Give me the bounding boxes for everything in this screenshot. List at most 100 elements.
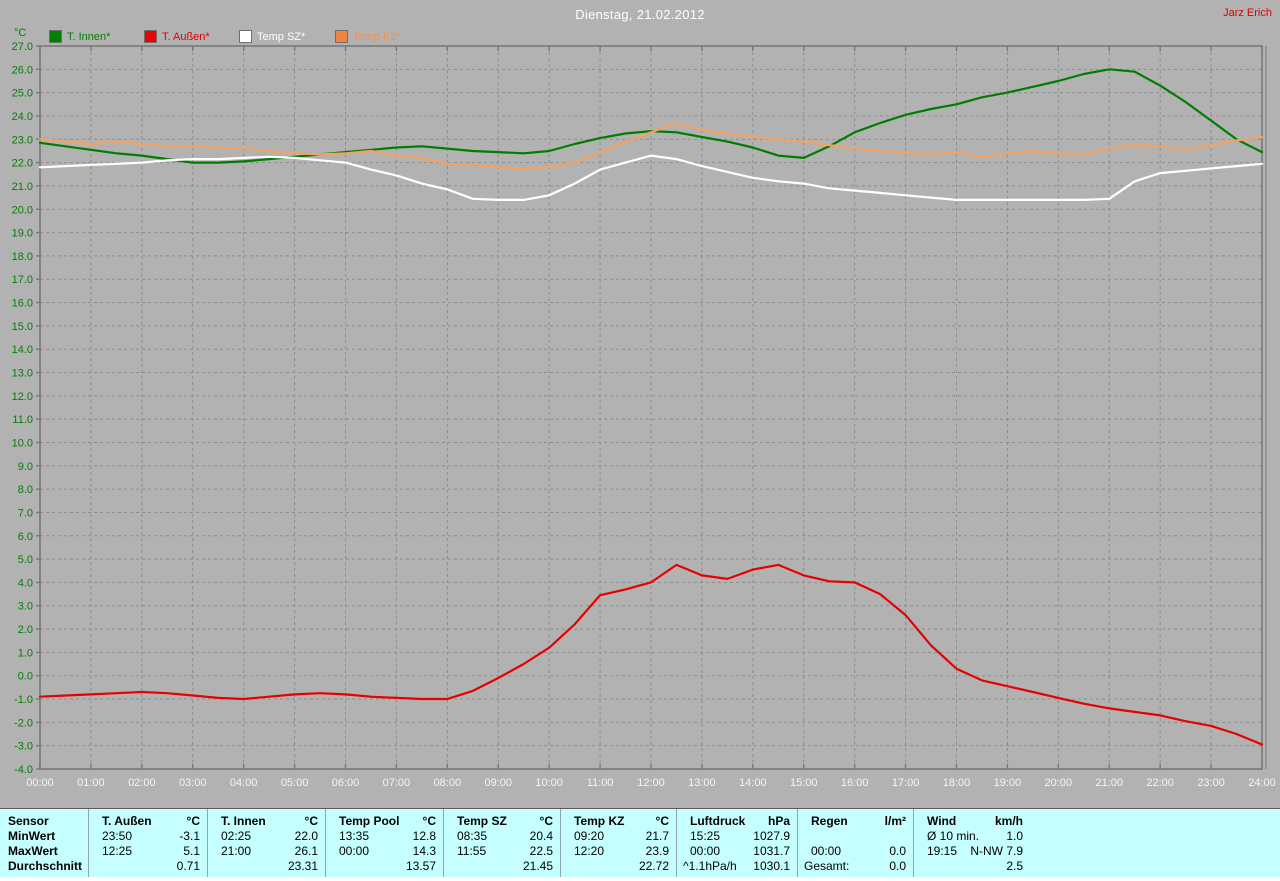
svg-text:9.0: 9.0 [18, 461, 33, 473]
svg-text:16:00: 16:00 [841, 777, 869, 789]
svg-text:04:00: 04:00 [230, 777, 258, 789]
svg-text:3.0: 3.0 [18, 601, 33, 613]
svg-text:13:00: 13:00 [688, 777, 716, 789]
stats-row-label: MinWert [8, 829, 56, 843]
svg-text:22.0: 22.0 [12, 158, 33, 170]
svg-text:7.0: 7.0 [18, 507, 33, 519]
stat-min-time: 23:50 [102, 829, 133, 843]
stat-max-time: 00:00 [811, 844, 842, 858]
svg-text:17.0: 17.0 [12, 274, 33, 286]
stats-col: Temp SZ °C 08:35 20.4 11:55 22.5 21.45 [443, 809, 560, 877]
stat-max-time: 00:00 [690, 844, 721, 858]
svg-text:11.0: 11.0 [12, 414, 33, 426]
stats-col: Temp KZ °C 09:20 21.7 12:20 23.9 22.72 [560, 809, 676, 877]
stat-min-value: 1.0 [1006, 829, 1023, 843]
stat-avg-value: 0.0 [889, 859, 906, 873]
svg-text:25.0: 25.0 [12, 88, 33, 100]
series-line-3 [38, 154, 1264, 201]
svg-text:06:00: 06:00 [332, 777, 360, 789]
stat-min-value: -3.1 [179, 829, 200, 843]
stat-avg-label: Gesamt: [804, 859, 850, 873]
svg-text:24:00: 24:00 [1248, 777, 1276, 789]
stat-min-time: 08:35 [457, 829, 488, 843]
svg-text:18.0: 18.0 [12, 251, 33, 263]
svg-text:17:00: 17:00 [892, 777, 920, 789]
legend-color-swatch [239, 30, 252, 43]
svg-text:15:00: 15:00 [790, 777, 818, 789]
stat-sensor-unit: km/h [994, 814, 1023, 828]
svg-text:-1.0: -1.0 [14, 694, 33, 706]
svg-text:00:00: 00:00 [26, 777, 54, 789]
svg-text:21.0: 21.0 [12, 181, 33, 193]
stat-avg-value: 2.5 [1006, 859, 1023, 873]
stat-min-time: 13:35 [339, 829, 370, 843]
stat-avg-value: 13.57 [405, 859, 436, 873]
stat-max-time: 19:15 [927, 844, 958, 858]
stat-min-value: 22.0 [294, 829, 318, 843]
svg-text:23:00: 23:00 [1197, 777, 1225, 789]
stat-sensor-name: Temp KZ [574, 814, 625, 828]
stat-min-time: 09:20 [574, 829, 605, 843]
svg-text:0.0: 0.0 [18, 671, 33, 683]
stat-min-value: 1027.9 [753, 829, 790, 843]
chart-svg: 27.0 26.0 25.0 24.0 23.0 22.0 21.0 20.0 19.0 18.0… [12, 41, 1276, 789]
stat-min-time: 02:25 [221, 829, 252, 843]
series-line-4 [38, 121, 1264, 170]
svg-text:22:00: 22:00 [1146, 777, 1174, 789]
svg-text:13.0: 13.0 [12, 368, 33, 380]
stat-min-time: 15:25 [690, 829, 721, 843]
svg-text:24.0: 24.0 [12, 111, 33, 123]
stat-sensor-unit: °C [304, 814, 318, 828]
x-axis-labels: 00:00 01:00 02:00 03:00 04:00 05:00 06:00 07:00… [26, 777, 1276, 789]
svg-text:-4.0: -4.0 [14, 764, 33, 776]
svg-text:18:00: 18:00 [943, 777, 971, 789]
bottom-strip [0, 877, 1280, 881]
stat-sensor-unit: °C [422, 814, 436, 828]
stat-sensor-unit: °C [655, 814, 669, 828]
stat-max-value: 26.1 [294, 844, 318, 858]
stat-avg-value: 22.72 [638, 859, 669, 873]
gridlines [40, 46, 1262, 769]
legend-item: Temp KZ* [335, 30, 401, 43]
svg-text:8.0: 8.0 [18, 484, 33, 496]
legend-item: T. Außen* [144, 30, 210, 43]
stat-min-value: 21.7 [645, 829, 669, 843]
stat-min-value: 12.8 [412, 829, 436, 843]
stat-max-value: 0.0 [889, 844, 906, 858]
svg-text:07:00: 07:00 [383, 777, 411, 789]
svg-text:11:00: 11:00 [587, 777, 614, 789]
stats-col: T. Außen °C 23:50 -3.1 12:25 5.1 0.71 [88, 809, 207, 877]
stat-sensor-name: T. Außen [102, 814, 152, 828]
stats-col: Wind km/h Ø 10 min. 1.0 19:15 N-NW 7.9 2.5 [913, 809, 1030, 877]
stat-max-value: 22.5 [529, 844, 553, 858]
legend-label: Temp KZ* [353, 30, 402, 43]
stat-min-time: Ø 10 min. [927, 829, 980, 843]
series-line-1 [38, 68, 1264, 164]
stats-col: Luftdruck hPa 15:25 1027.9 00:00 1031.7 ^1.1hP… [676, 809, 797, 877]
stats-col: T. Innen °C 02:25 22.0 21:00 26.1 23.31 [207, 809, 325, 877]
y-axis-labels: 27.0 26.0 25.0 24.0 23.0 22.0 21.0 20.0 19.0 18.0… [12, 41, 33, 776]
legend-color-swatch [144, 30, 157, 43]
series-line-2 [38, 563, 1264, 746]
svg-text:-2.0: -2.0 [14, 717, 33, 729]
legend: T. Innen* T. Außen* Temp SZ* Temp KZ* [0, 30, 1280, 44]
stats-row-label: Durchschnitt [8, 859, 83, 873]
stat-max-time: 11:55 [457, 844, 487, 858]
svg-text:20.0: 20.0 [12, 204, 33, 216]
svg-text:16.0: 16.0 [12, 298, 33, 310]
stat-max-value: 23.9 [645, 844, 669, 858]
stat-avg-value: 21.45 [522, 859, 553, 873]
stats-col: Regen l/m² 00:00 0.0 Gesamt: 0.0 [797, 809, 913, 877]
stat-sensor-name: Regen [811, 814, 848, 828]
svg-text:21:00: 21:00 [1095, 777, 1123, 789]
axis-ticks [36, 45, 1263, 770]
stat-sensor-name: Wind [927, 814, 957, 828]
stat-avg-value: 1030.1 [753, 859, 790, 873]
svg-text:5.0: 5.0 [18, 554, 33, 566]
legend-label: Temp SZ* [257, 30, 306, 43]
svg-text:6.0: 6.0 [18, 531, 33, 543]
legend-label: T. Außen* [162, 30, 210, 43]
legend-color-swatch [335, 30, 348, 43]
stat-sensor-name: Temp SZ [457, 814, 507, 828]
